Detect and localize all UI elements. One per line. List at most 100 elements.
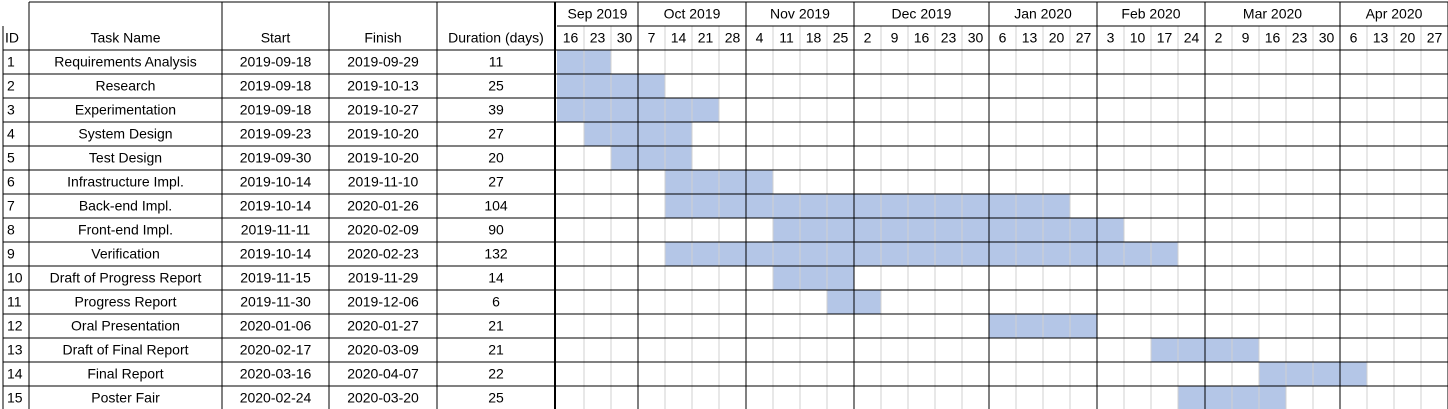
- task-duration: 27: [488, 174, 504, 190]
- task-start-date: 2019-09-18: [240, 78, 312, 94]
- column-header: Finish: [364, 30, 401, 46]
- task-duration: 27: [488, 126, 504, 142]
- week-tick-label: 23: [590, 30, 606, 46]
- week-tick-label: 14: [671, 30, 687, 46]
- task-finish-date: 2020-02-09: [347, 222, 419, 238]
- task-id: 15: [7, 390, 23, 406]
- task-id: 12: [7, 318, 23, 334]
- task-id: 6: [7, 174, 15, 190]
- task-name: Experimentation: [75, 102, 176, 118]
- task-duration: 20: [488, 150, 504, 166]
- week-tick-label: 16: [563, 30, 579, 46]
- task-finish-date: 2019-11-29: [348, 270, 419, 286]
- task-finish-date: 2019-11-10: [348, 174, 419, 190]
- task-id: 4: [7, 126, 15, 142]
- week-tick-label: 23: [941, 30, 957, 46]
- month-label: Apr 2020: [1366, 6, 1423, 22]
- week-tick-label: 4: [756, 30, 764, 46]
- task-finish-date: 2020-01-27: [347, 318, 419, 334]
- task-duration: 90: [488, 222, 504, 238]
- task-start-date: 2019-09-30: [240, 150, 312, 166]
- task-name: Progress Report: [75, 294, 177, 310]
- week-tick-label: 3: [1107, 30, 1115, 46]
- task-finish-date: 2020-03-09: [347, 342, 419, 358]
- month-label: Dec 2019: [892, 6, 952, 22]
- week-tick-label: 6: [999, 30, 1007, 46]
- column-header-id: ID: [5, 30, 19, 46]
- month-label: Oct 2019: [664, 6, 721, 22]
- task-id: 5: [7, 150, 15, 166]
- task-start-date: 2019-11-30: [240, 294, 311, 310]
- month-label: Mar 2020: [1243, 6, 1302, 22]
- task-id: 1: [7, 54, 15, 70]
- gantt-bar: [773, 218, 1124, 242]
- task-id: 14: [7, 366, 23, 382]
- week-tick-label: 13: [1022, 30, 1038, 46]
- task-start-date: 2019-09-18: [240, 102, 312, 118]
- week-tick-label: 9: [891, 30, 899, 46]
- task-name: Draft of Progress Report: [50, 270, 202, 286]
- task-duration: 6: [492, 294, 500, 310]
- task-id: 7: [7, 198, 15, 214]
- task-name: Draft of Final Report: [62, 342, 188, 358]
- task-finish-date: 2020-04-07: [347, 366, 419, 382]
- month-label: Sep 2019: [568, 6, 628, 22]
- week-tick-label: 25: [833, 30, 849, 46]
- task-duration: 132: [484, 246, 508, 262]
- week-tick-label: 2: [1215, 30, 1223, 46]
- week-tick-label: 11: [779, 30, 794, 46]
- task-id: 8: [7, 222, 15, 238]
- week-tick-label: 23: [1292, 30, 1308, 46]
- task-finish-date: 2019-10-27: [347, 102, 419, 118]
- task-finish-date: 2019-09-29: [347, 54, 419, 70]
- column-header: Duration (days): [448, 30, 544, 46]
- task-finish-date: 2020-03-20: [347, 390, 419, 406]
- task-duration: 14: [488, 270, 504, 286]
- task-name: Test Design: [89, 150, 162, 166]
- task-id: 3: [7, 102, 15, 118]
- task-finish-date: 2019-12-06: [347, 294, 419, 310]
- task-start-date: 2019-10-14: [240, 174, 312, 190]
- task-start-date: 2019-09-18: [240, 54, 312, 70]
- column-header: Task Name: [90, 30, 160, 46]
- gantt-bar: [665, 242, 1178, 266]
- week-tick-label: 27: [1076, 30, 1092, 46]
- task-name: Oral Presentation: [71, 318, 180, 334]
- task-start-date: 2019-11-11: [241, 222, 311, 238]
- task-duration: 25: [488, 390, 504, 406]
- gantt-bar: [665, 194, 1070, 218]
- task-name: Requirements Analysis: [54, 54, 196, 70]
- week-tick-label: 21: [698, 30, 714, 46]
- week-tick-label: 2: [864, 30, 872, 46]
- task-start-date: 2019-09-23: [240, 126, 312, 142]
- gantt-bar: [773, 266, 854, 290]
- task-duration: 25: [488, 78, 504, 94]
- task-duration: 21: [488, 342, 504, 358]
- week-tick-label: 28: [725, 30, 741, 46]
- week-tick-label: 30: [617, 30, 633, 46]
- task-name: Poster Fair: [91, 390, 160, 406]
- task-finish-date: 2020-01-26: [347, 198, 419, 214]
- task-name: Final Report: [87, 366, 163, 382]
- month-label: Feb 2020: [1121, 6, 1180, 22]
- week-tick-label: 27: [1427, 30, 1443, 46]
- task-duration: 21: [488, 318, 504, 334]
- task-name: Research: [96, 78, 156, 94]
- task-start-date: 2020-01-06: [240, 318, 312, 334]
- task-name: Front-end Impl.: [78, 222, 173, 238]
- week-tick-label: 7: [648, 30, 656, 46]
- task-start-date: 2020-02-17: [240, 342, 312, 358]
- week-tick-label: 6: [1350, 30, 1358, 46]
- week-tick-label: 18: [806, 30, 822, 46]
- task-finish-date: 2019-10-20: [347, 126, 419, 142]
- task-start-date: 2019-11-15: [240, 270, 311, 286]
- task-finish-date: 2019-10-20: [347, 150, 419, 166]
- week-tick-label: 17: [1157, 30, 1173, 46]
- week-tick-label: 20: [1400, 30, 1416, 46]
- task-finish-date: 2019-10-13: [347, 78, 419, 94]
- task-name: System Design: [78, 126, 172, 142]
- month-label: Nov 2019: [770, 6, 830, 22]
- task-id: 10: [7, 270, 23, 286]
- week-tick-label: 20: [1049, 30, 1065, 46]
